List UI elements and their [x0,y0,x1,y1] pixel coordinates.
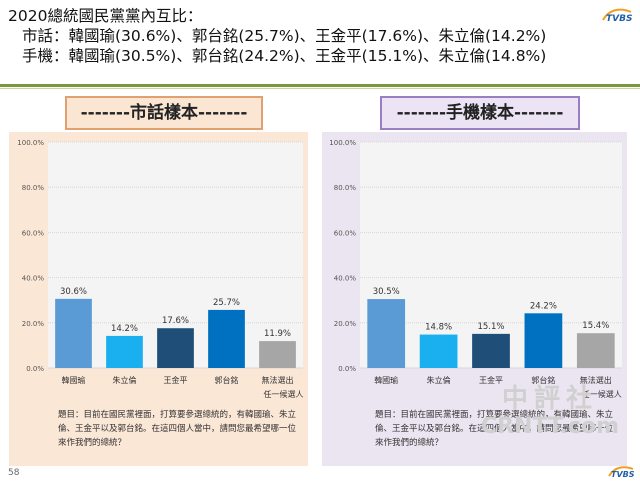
page-number: 58 [8,468,20,478]
header-divider [0,84,640,87]
x-tick-label: 韓國瑜 [374,375,398,385]
bar [524,313,563,368]
data-label: 30.6% [60,287,87,297]
mobile-summary: 手機：韓國瑜(30.5%)、郭台銘(24.2%)、王金平(15.1%)、朱立倫(… [22,47,547,65]
landline-sample-tag: -------市話樣本------- [65,96,263,130]
mobile-bar-chart: 0.0% 20.0% 40.0% 60.0% 80.0% 100.0% 30.5% 韓國瑜 14… [329,139,622,399]
y-tick-label: 80.0% [22,184,45,192]
bar [472,333,510,368]
y-tick-label: 40.0% [334,275,357,283]
bar [55,298,92,368]
bar [367,299,406,368]
tvbs-logo-icon: TVBS [602,8,632,24]
x-tick-label: 韓國瑜 [62,375,86,385]
data-label: 30.5% [373,287,400,297]
data-label: 24.2% [530,301,557,311]
watermark-cn: 中評社 [501,384,598,414]
x-tick-label: 王金平 [479,375,503,385]
mobile-sample-tag: -------手機樣本------- [380,96,580,130]
x-tick-label: 朱立倫 [113,375,137,385]
data-label: 17.6% [162,316,189,326]
data-label: 14.8% [425,323,452,333]
slide-header: 2020總統國民黨黨內互比： 市話：韓國瑜(30.6%)、郭台銘(25.7%)、… [8,6,608,66]
data-label: 11.9% [264,329,291,339]
y-tick-label: 0.0% [338,365,356,373]
landline-chart-panel: 0.0% 20.0% 40.0% 60.0% 80.0% 100.0% 30.6% 韓國瑜 14… [9,132,308,466]
y-tick-label: 0.0% [26,365,44,373]
landline-question-note: 題目：目前在國民黨裡面，打算要參選總統的，有韓國瑜、朱立倫、王金平以及郭台銘。在… [58,410,297,448]
mobile-chart-panel: 0.0% 20.0% 40.0% 60.0% 80.0% 100.0% 30.5% 韓國瑜 14… [322,132,627,466]
bar [576,333,615,368]
bar [157,328,194,368]
bar [106,335,143,368]
landline-bar-chart: 0.0% 20.0% 40.0% 60.0% 80.0% 100.0% 30.6% 韓國瑜 14… [17,139,304,399]
data-label: 14.2% [111,324,138,334]
y-tick-label: 60.0% [334,229,357,237]
bar [419,334,458,368]
watermark-en: CRNTT.com [480,414,620,439]
x-tick-label: 無法選出 [262,375,294,385]
data-label: 25.7% [213,298,240,308]
tvbs-footer-logo-icon: TVBS [608,466,634,479]
svg-text:TVBS: TVBS [606,14,632,24]
x-tick-label: 朱立倫 [427,375,451,385]
landline-summary: 市話：韓國瑜(30.6%)、郭台銘(25.7%)、王金平(17.6%)、朱立倫(… [22,27,547,45]
y-tick-label: 40.0% [22,275,45,283]
data-label: 15.1% [477,322,504,332]
bar [208,309,245,368]
mobile-question-note: 題目：目前在國民黨裡面，打算要參選總統的，有韓國瑜、朱立倫、王金平以及郭台銘。在… [375,410,614,448]
svg-text:TVBS: TVBS [611,470,634,479]
x-tick-label: 郭台銘 [215,375,239,385]
x-tick-label: 任一候選人 [582,389,622,399]
x-tick-label: 郭台銘 [531,375,555,385]
x-tick-label: 王金平 [164,375,188,385]
y-tick-label: 20.0% [334,320,357,328]
y-tick-label: 100.0% [17,139,44,147]
watermark: 中評社 CRNTT.com [470,384,630,440]
x-tick-label: 任一候選人 [264,389,304,399]
header-divider-light [0,88,640,89]
y-tick-label: 80.0% [334,184,357,192]
x-tick-label: 無法選出 [580,375,612,385]
slide-title: 2020總統國民黨黨內互比： [8,7,203,25]
y-tick-label: 20.0% [22,320,45,328]
y-tick-label: 100.0% [329,139,356,147]
bar [259,341,296,368]
data-label: 15.4% [582,321,609,331]
y-tick-label: 60.0% [22,229,45,237]
